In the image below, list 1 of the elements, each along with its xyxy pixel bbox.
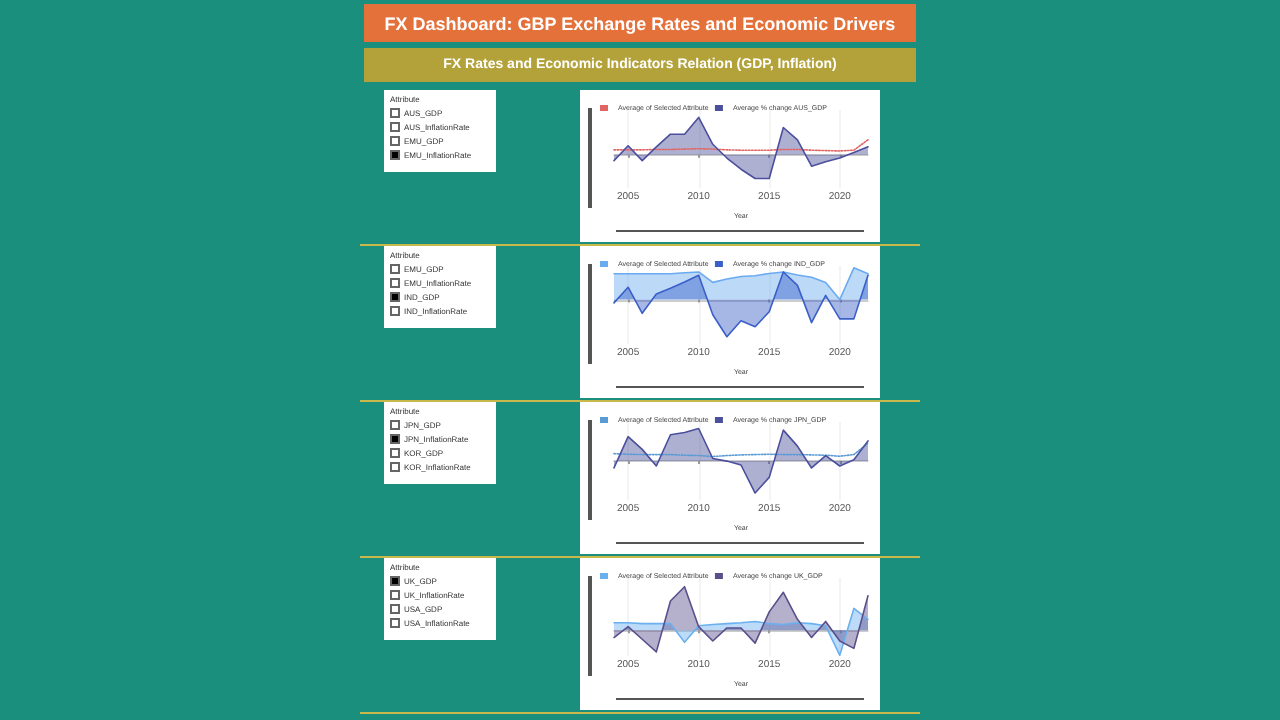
- text: FX Dashboard: GBP Exchange Rates and Economic Drivers: [364, 4, 916, 42]
